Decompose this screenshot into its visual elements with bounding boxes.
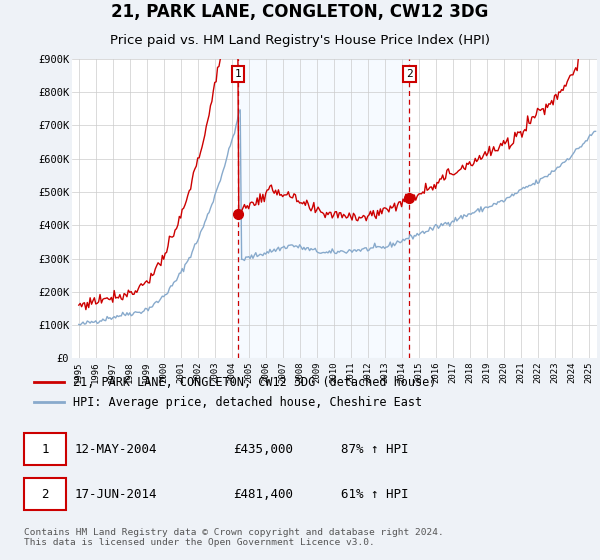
Text: 1: 1 bbox=[41, 443, 49, 456]
Text: Price paid vs. HM Land Registry's House Price Index (HPI): Price paid vs. HM Land Registry's House … bbox=[110, 34, 490, 47]
Text: 21, PARK LANE, CONGLETON, CW12 3DG: 21, PARK LANE, CONGLETON, CW12 3DG bbox=[112, 3, 488, 21]
Text: £481,400: £481,400 bbox=[233, 488, 293, 501]
Legend: 21, PARK LANE, CONGLETON, CW12 3DG (detached house), HPI: Average price, detache: 21, PARK LANE, CONGLETON, CW12 3DG (deta… bbox=[29, 372, 442, 413]
Text: 2: 2 bbox=[41, 488, 49, 501]
Text: 2: 2 bbox=[406, 69, 413, 79]
Text: 12-MAY-2004: 12-MAY-2004 bbox=[75, 443, 157, 456]
Text: Contains HM Land Registry data © Crown copyright and database right 2024.
This d: Contains HM Land Registry data © Crown c… bbox=[23, 528, 443, 547]
Text: 1: 1 bbox=[235, 69, 241, 79]
Text: 17-JUN-2014: 17-JUN-2014 bbox=[75, 488, 157, 501]
FancyBboxPatch shape bbox=[23, 433, 66, 465]
Bar bbox=[238, 59, 409, 358]
Text: 61% ↑ HPI: 61% ↑ HPI bbox=[341, 488, 409, 501]
Text: 87% ↑ HPI: 87% ↑ HPI bbox=[341, 443, 409, 456]
FancyBboxPatch shape bbox=[23, 478, 66, 511]
Text: £435,000: £435,000 bbox=[233, 443, 293, 456]
